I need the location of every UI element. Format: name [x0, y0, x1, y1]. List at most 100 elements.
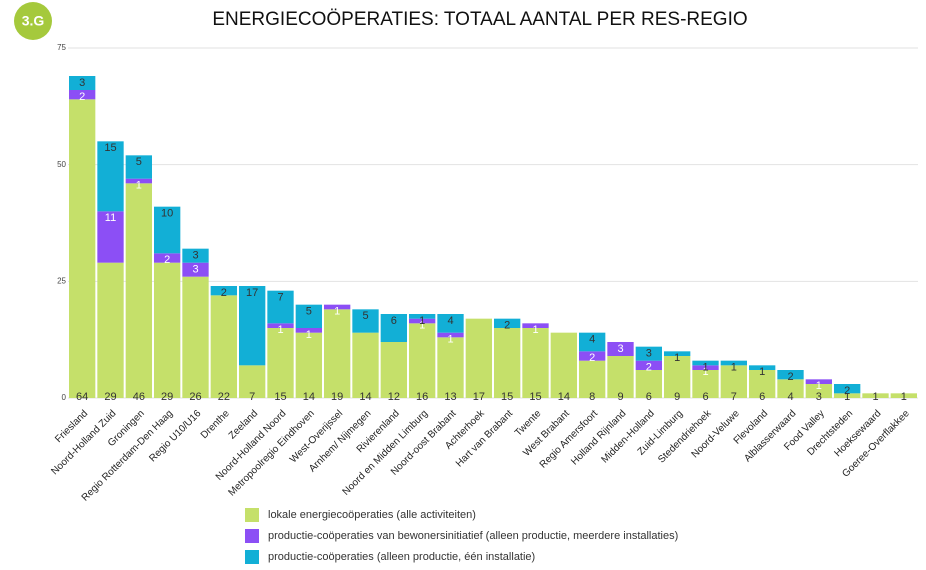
bar-segment: [295, 332, 322, 398]
data-label: 11: [105, 212, 116, 224]
data-label: 1: [731, 362, 737, 374]
x-tick-label: Drenthe: [199, 408, 232, 441]
bar-segment: [409, 318, 436, 324]
data-label: 1: [872, 391, 878, 403]
data-label: 12: [388, 391, 400, 403]
bar-segment: [749, 365, 776, 370]
data-label: 3: [79, 77, 85, 89]
bar-segment: [834, 384, 861, 394]
data-label: 1: [844, 391, 850, 403]
bar-segment: [494, 328, 521, 398]
bar-segment: [182, 248, 209, 263]
data-label: 14: [359, 391, 371, 403]
bar-segment: [579, 332, 606, 352]
data-label: 19: [331, 391, 343, 403]
data-label: 6: [702, 391, 708, 403]
data-label: 10: [161, 208, 173, 220]
bar-segment: [380, 342, 407, 398]
data-label: 1: [532, 324, 538, 336]
data-label: 2: [646, 362, 652, 374]
data-label: 1: [702, 366, 708, 378]
bar-segment: [749, 370, 776, 398]
bar-segment: [69, 76, 96, 90]
bar-segment: [465, 318, 492, 398]
data-label: 3: [617, 343, 623, 355]
data-label: 29: [104, 391, 116, 403]
data-label: 15: [274, 391, 286, 403]
data-label: 2: [589, 352, 595, 364]
bar-segment: [579, 360, 606, 398]
bar-segment: [125, 155, 152, 179]
data-label: 15: [104, 142, 116, 154]
bar-segment: [720, 360, 747, 366]
data-label: 17: [246, 287, 258, 299]
bar-segment: [295, 304, 322, 328]
bar-segment: [890, 393, 917, 398]
legend-label: productie-coöperaties van bewonersinitia…: [268, 530, 678, 542]
legend-label: productie-coöperaties (alleen productie,…: [268, 551, 535, 563]
bar-segment: [210, 286, 237, 296]
bar-segment: [692, 365, 719, 370]
badge: 3.G: [22, 13, 45, 29]
bar-segment: [522, 323, 549, 328]
data-label: 2: [79, 91, 85, 103]
data-label: 15: [529, 391, 541, 403]
bar-segment: [267, 328, 294, 398]
x-tick-label: Regio U10/U16: [147, 408, 203, 464]
data-label: 1: [419, 315, 425, 327]
bar-segment: [97, 262, 124, 398]
chart-title: ENERGIECOÖPERATIES: TOTAAL AANTAL PER RE…: [212, 9, 747, 30]
data-label: 2: [844, 385, 850, 397]
data-label: 5: [136, 156, 142, 168]
y-tick-label: 75: [57, 43, 66, 52]
bar-segment: [720, 365, 747, 398]
bar-segment: [295, 328, 322, 333]
data-label: 1: [674, 352, 680, 364]
bar-segment: [125, 178, 152, 184]
bar-segment: [607, 356, 634, 398]
bar-segment: [494, 318, 521, 328]
data-label: 46: [133, 391, 145, 403]
data-label: 7: [249, 391, 255, 403]
bar-segment: [182, 262, 209, 277]
data-label: 13: [444, 391, 456, 403]
bar-segment: [210, 295, 237, 398]
data-label: 64: [76, 391, 88, 403]
bar-segment: [154, 262, 181, 398]
data-label: 6: [759, 391, 765, 403]
bar-segment: [239, 365, 266, 398]
data-label: 4: [787, 391, 793, 403]
bar-segment: [437, 314, 464, 333]
data-label: 2: [221, 287, 227, 299]
data-label: 3: [192, 264, 198, 276]
data-label: 16: [416, 391, 428, 403]
data-label: 5: [362, 310, 368, 322]
bar-segment: [380, 314, 407, 342]
bar-segment: [352, 332, 379, 398]
bar-segment: [409, 323, 436, 398]
bar-segment: [97, 211, 124, 263]
bar-segment: [352, 309, 379, 333]
data-label: 1: [277, 324, 283, 336]
data-label: 9: [617, 391, 623, 403]
bar-segment: [267, 290, 294, 324]
data-label: 3: [192, 250, 198, 262]
data-label: 4: [447, 315, 453, 327]
bar-segment: [579, 351, 606, 361]
bar-segment: [692, 370, 719, 398]
bar-segment: [635, 360, 662, 370]
bar-segment: [437, 332, 464, 338]
bar-segment: [805, 379, 832, 384]
data-label: 7: [731, 391, 737, 403]
data-label: 8: [589, 391, 595, 403]
data-label: 1: [816, 380, 822, 392]
data-label: 14: [303, 391, 315, 403]
bar-segment: [324, 304, 351, 310]
data-label: 26: [189, 391, 201, 403]
data-label: 1: [901, 391, 907, 403]
data-label: 3: [646, 348, 652, 360]
bar-segment: [692, 360, 719, 366]
y-tick-label: 25: [57, 276, 66, 285]
bar-segment: [182, 276, 209, 398]
